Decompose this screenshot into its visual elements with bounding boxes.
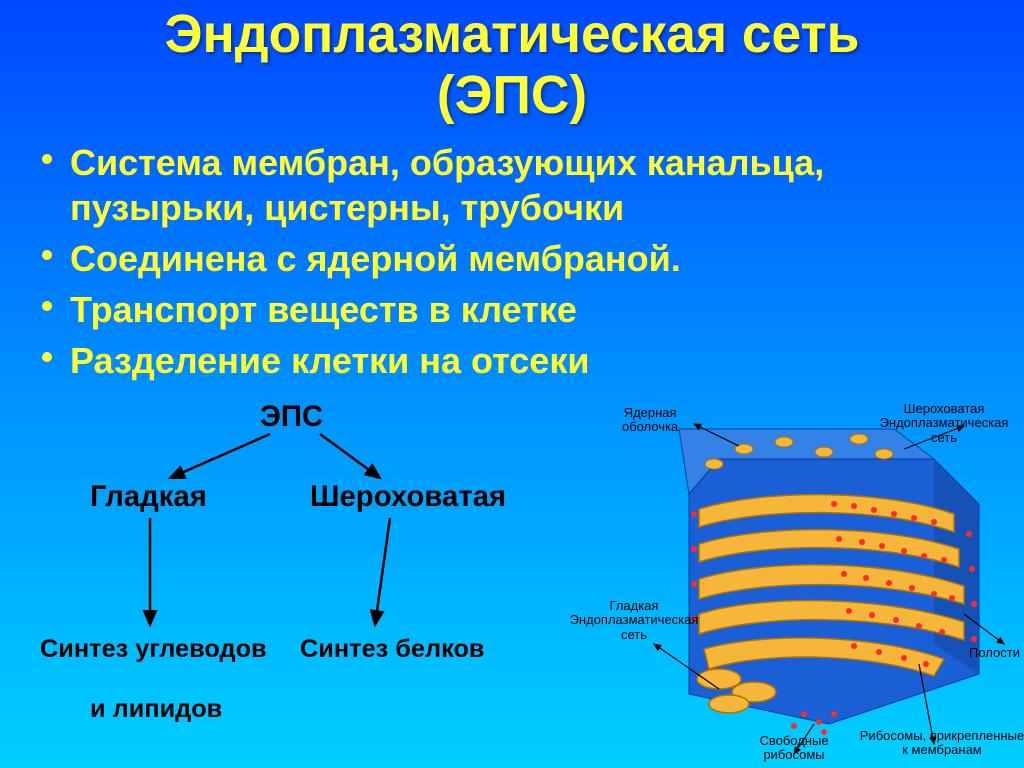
bullet-item: Разделение клетки на отсеки	[42, 338, 1024, 383]
bullet-dot-icon	[42, 301, 52, 311]
callout-text: Полости	[969, 645, 1020, 660]
bullet-text: Разделение клетки на отсеки	[70, 338, 589, 383]
callout-free-ribosomes: Свободные рибосомы	[739, 734, 849, 763]
callout-smooth-er: Гладкая Эндоплазматическая сеть	[554, 599, 714, 642]
callout-cavities: Полости	[969, 646, 1020, 660]
bullet-item: Система мембран, образующих канальца, пу…	[42, 140, 1024, 230]
bullet-list: Система мембран, образующих канальца, пу…	[42, 140, 1024, 383]
callout-text: Ядерная оболочка	[622, 405, 678, 434]
callout-nuclear-envelope: Ядерная оболочка	[622, 406, 678, 435]
bullet-dot-icon	[42, 250, 52, 260]
bullet-item: Транспорт веществ в клетке	[42, 287, 1024, 332]
slide-title: Эндоплазматическая сеть (ЭПС)	[0, 0, 1024, 126]
title-line1: Эндоплазматическая сеть	[0, 4, 1024, 65]
callout-attached-ribosomes: Рибосомы, прикрепленные к мембранам	[852, 729, 1024, 758]
callout-text: Рибосомы, прикрепленные к мембранам	[860, 728, 1024, 757]
callout-text: Шероховатая Эндоплазматическая сеть	[880, 401, 1009, 445]
callout-text: Свободные рибосомы	[759, 733, 828, 762]
bullet-dot-icon	[42, 352, 52, 362]
er-diagram: Ядерная оболочка Шероховатая Эндоплазмат…	[584, 414, 1014, 764]
bullet-text: Соединена с ядерной мембраной.	[70, 236, 681, 281]
callout-rough-er: Шероховатая Эндоплазматическая сеть	[859, 402, 1024, 445]
callout-text: Гладкая Эндоплазматическая сеть	[570, 598, 699, 642]
bullet-item: Соединена с ядерной мембраной.	[42, 236, 1024, 281]
bullet-text: Транспорт веществ в клетке	[70, 287, 577, 332]
bullet-dot-icon	[42, 154, 52, 164]
title-line2: (ЭПС)	[0, 65, 1024, 126]
er-diagram-svg	[584, 414, 1014, 764]
bullet-text: Система мембран, образующих канальца, пу…	[70, 140, 970, 230]
tree-arrows	[30, 400, 590, 740]
